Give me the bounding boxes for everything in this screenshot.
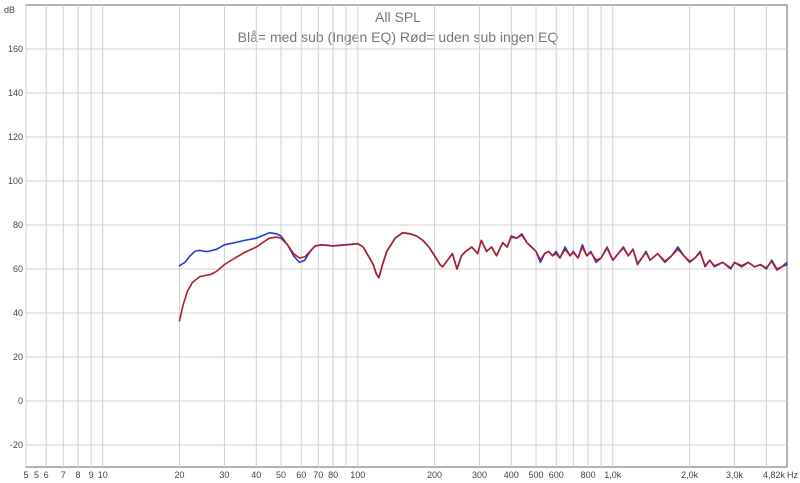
- x-tick-label: 30: [219, 470, 229, 480]
- x-tick-label: 4,82k: [763, 470, 786, 480]
- x-tick-label: 200: [427, 470, 442, 480]
- x-tick-label: 500: [529, 470, 544, 480]
- x-tick-label: 5: [23, 470, 28, 480]
- x-tick-label: 40: [251, 470, 261, 480]
- y-tick-label: 20: [13, 352, 23, 362]
- y-tick-label: 40: [13, 308, 23, 318]
- x-tick-label: 9: [89, 470, 94, 480]
- x-tick-label: 80: [328, 470, 338, 480]
- x-tick-label: 2,0k: [681, 470, 699, 480]
- x-tick-label: 8: [76, 470, 81, 480]
- y-tick-label: 160: [8, 44, 23, 54]
- x-tick-label: 6: [44, 470, 49, 480]
- y-tick-label: 120: [8, 132, 23, 142]
- x-tick-label: 1,0k: [604, 470, 622, 480]
- x-tick-label: 20: [175, 470, 185, 480]
- x-tick-label: 300: [472, 470, 487, 480]
- chart-subtitle: Blå= med sub (Ingen EQ) Rød= uden sub in…: [238, 29, 559, 45]
- x-tick-label: 3,0k: [726, 470, 744, 480]
- series-line-1: [178, 231, 788, 279]
- y-axis-label: dB: [4, 5, 15, 15]
- x-tick-label: 600: [549, 470, 564, 480]
- x-tick-label: 70: [313, 470, 323, 480]
- x-unit-label: Hz: [787, 470, 798, 480]
- x-tick-label: 5: [34, 470, 39, 480]
- x-tick-label: 50: [276, 470, 286, 480]
- x-tick-label: 60: [296, 470, 306, 480]
- x-tick-label: 100: [350, 470, 365, 480]
- series-group: [178, 231, 788, 322]
- chart-title: All SPL: [375, 9, 421, 25]
- series-line-2: [178, 231, 788, 322]
- y-tick-label: 80: [13, 220, 23, 230]
- x-tick-label: 400: [504, 470, 519, 480]
- x-tick-label: 800: [581, 470, 596, 480]
- y-tick-label: 140: [8, 88, 23, 98]
- x-tick-label: 10: [98, 470, 108, 480]
- y-tick-label: 0: [18, 396, 23, 406]
- grid-lines: [25, 5, 787, 467]
- y-tick-label: 60: [13, 264, 23, 274]
- plot-area: [25, 4, 788, 468]
- y-tick-label: -20: [10, 440, 23, 450]
- x-tick-label: 7: [61, 470, 66, 480]
- y-tick-label: 100: [8, 176, 23, 186]
